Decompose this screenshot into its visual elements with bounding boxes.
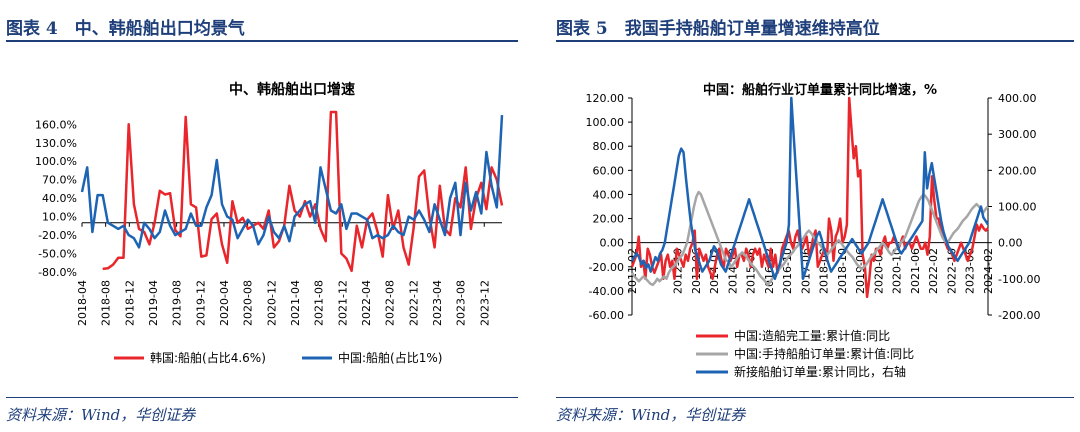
left-chart: 中、韩船舶出口增速 160.0% 130.0% 100.0% 70.0% 40.0% 10.… — [35, 81, 504, 365]
y-tick-label: 80.00 — [593, 140, 625, 153]
right-chart: 中国：船舶行业订单量累计同比增速，% 120.00 100.00 80.00 60.00… — [586, 82, 1041, 379]
y-tick-label: -20.0% — [38, 229, 77, 242]
left-title-rule — [6, 40, 518, 42]
y-tick-label: 70.0% — [42, 174, 77, 187]
x-tick-label: 2016-10 — [781, 248, 794, 294]
left-figure-title: 图表 4 中、韩船舶出口均景气 — [6, 19, 245, 39]
y-tick-label: 10.0% — [42, 211, 77, 224]
y-tick-label: 130.0% — [35, 137, 77, 150]
x-tick-label: 2020-10 — [891, 248, 904, 294]
legend-label: 中国:造船完工量:累计值:同比 — [734, 328, 890, 343]
left-source-rule — [6, 397, 518, 398]
y2-tick-label: 200.00 — [998, 164, 1037, 177]
right-source-rule — [556, 397, 1074, 398]
x-tick-label: 2022-02 — [927, 248, 940, 294]
x-tick-label: 2021-12 — [336, 280, 349, 326]
x-tick-label: 2020-08 — [242, 280, 255, 326]
y-tick-label: 100.00 — [586, 116, 625, 129]
series-china-line — [80, 115, 504, 249]
x-tick-label: 2018-12 — [123, 280, 136, 326]
y-tick-label: -80.0% — [38, 266, 77, 279]
y2-tick-label: -200.00 — [998, 309, 1040, 322]
legend-label: 韩国:船舶(占比4.6%) — [150, 350, 266, 365]
legend-label: 中国:手持船舶订单量:累计值:同比 — [734, 346, 914, 361]
x-tick-label: 2018-08 — [100, 280, 113, 326]
right-figure-title: 图表 5 我国手持船舶订单量增速维持高位 — [556, 19, 880, 39]
x-tick-label: 2023-04 — [431, 280, 444, 326]
y-tick-label: -50.0% — [38, 248, 77, 261]
x-tick-label: 2022-04 — [360, 280, 373, 326]
y-tick-label: 0.00 — [600, 237, 625, 250]
x-tick-label: 2021-04 — [289, 280, 302, 326]
x-tick-label: 2020-02 — [872, 248, 885, 294]
y-tick-label: -20.00 — [589, 261, 624, 274]
y-tick-label: 40.0% — [42, 192, 77, 205]
right-chart-title: 中国：船舶行业订单量累计同比增速，% — [703, 82, 937, 98]
y2-tick-label: 400.00 — [998, 92, 1037, 105]
y-tick-label: 40.00 — [593, 188, 625, 201]
series-new-orders-line — [630, 96, 990, 281]
x-tick-label: 2023-08 — [455, 280, 468, 326]
y2-tick-label: 300.00 — [998, 128, 1037, 141]
x-tick-label: 2019-08 — [171, 280, 184, 326]
y2-tick-label: 100.00 — [998, 201, 1037, 214]
y2-tick-label: 0.00 — [998, 237, 1023, 250]
y-tick-label: 120.00 — [586, 92, 625, 105]
x-tick-label: 2024-02 — [982, 248, 995, 294]
left-chart-title: 中、韩船舶出口增速 — [229, 81, 355, 98]
legend-label: 中国:船舶(占比1%) — [338, 350, 442, 365]
series-korea-line — [102, 110, 504, 273]
x-tick-label: 2022-08 — [384, 280, 397, 326]
x-tick-label: 2021-06 — [909, 248, 922, 294]
x-tick-label: 2018-04 — [76, 280, 89, 326]
y2-tick-label: -100.00 — [998, 273, 1040, 286]
x-tick-label: 2019-12 — [194, 280, 207, 326]
y-tick-label: 100.0% — [35, 155, 77, 168]
x-tick-label: 2023-12 — [478, 280, 491, 326]
y-tick-label: -60.00 — [589, 309, 624, 322]
left-source: 资料来源：Wind，华创证券 — [6, 406, 196, 424]
x-tick-label: 2022-12 — [407, 280, 420, 326]
legend-label: 新接船舶订单量:累计同比，右轴 — [734, 364, 906, 379]
x-tick-label: 2021-08 — [313, 280, 326, 326]
right-title-rule — [556, 40, 1074, 42]
x-tick-label: 2020-12 — [265, 280, 278, 326]
right-source: 资料来源：Wind，华创证券 — [556, 406, 746, 424]
x-tick-label: 2019-04 — [147, 280, 160, 326]
y-tick-label: 20.00 — [593, 213, 625, 226]
y-tick-label: 60.00 — [593, 164, 625, 177]
y-tick-label: 160.0% — [35, 118, 77, 131]
x-tick-label: 2020-04 — [218, 280, 231, 326]
y-tick-label: -40.00 — [589, 285, 624, 298]
series-completion-line — [630, 96, 989, 299]
